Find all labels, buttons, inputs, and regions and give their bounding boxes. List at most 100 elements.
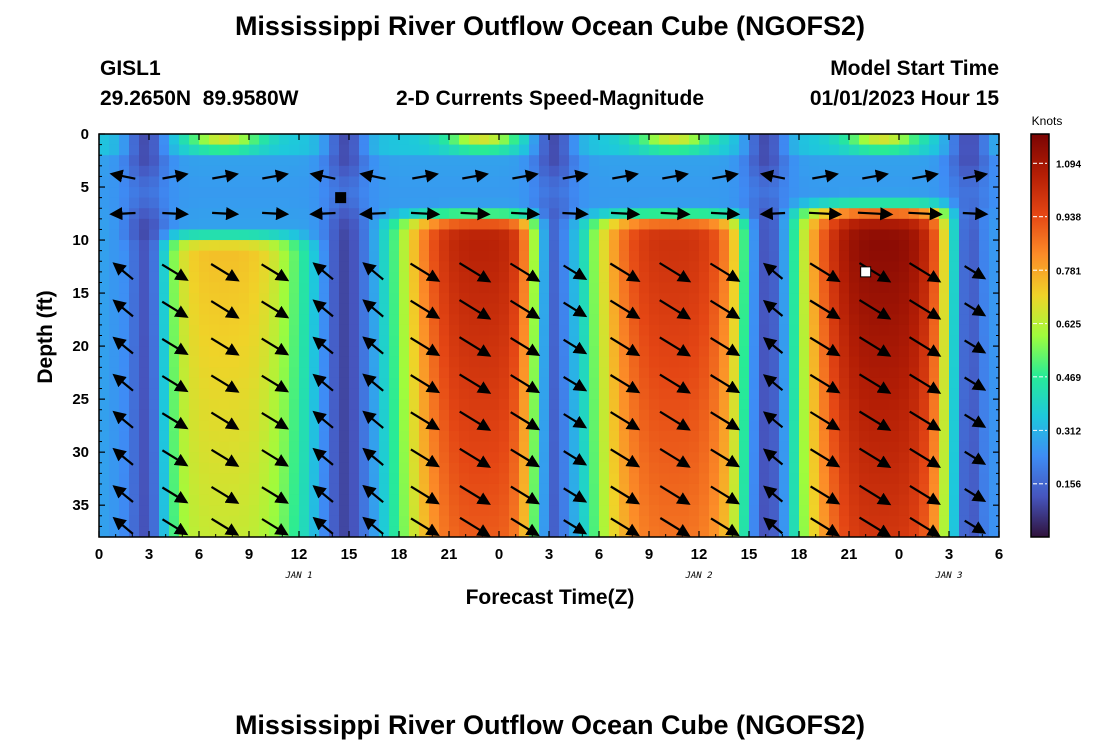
heatmap-cell xyxy=(619,409,630,421)
current-arrow xyxy=(161,300,189,318)
heatmap-cell xyxy=(409,377,420,390)
heatmap-cell xyxy=(659,197,670,209)
heatmap-cell xyxy=(799,483,810,496)
heatmap-cell xyxy=(899,346,910,358)
heatmap-cell xyxy=(719,526,730,537)
heatmap-cell xyxy=(889,187,900,199)
current-arrow xyxy=(362,262,384,281)
heatmap-cell xyxy=(389,367,400,379)
heatmap-cell xyxy=(799,494,810,506)
heatmap-cell xyxy=(959,473,970,485)
heatmap-cell xyxy=(339,176,350,188)
heatmap-cell xyxy=(609,218,620,231)
heatmap-cell xyxy=(629,462,640,474)
heatmap-cell xyxy=(399,515,410,527)
heatmap-cell xyxy=(899,441,910,453)
current-arrow xyxy=(609,299,641,320)
heatmap-cell xyxy=(479,473,490,485)
heatmap-cell xyxy=(249,303,260,315)
heatmap-cell xyxy=(429,261,440,273)
heatmap-cell xyxy=(539,441,550,453)
heatmap-cell xyxy=(819,324,830,337)
heatmap-cell xyxy=(579,324,590,337)
heatmap-cell xyxy=(719,293,730,305)
heatmap-cell xyxy=(699,494,710,506)
heatmap-cell xyxy=(769,144,780,156)
heatmap-cell xyxy=(579,229,590,241)
heatmap-cell xyxy=(849,134,860,146)
heatmap-cell xyxy=(789,187,800,199)
current-arrow xyxy=(762,337,784,354)
heatmap-cell xyxy=(669,324,680,337)
heatmap-cell xyxy=(399,473,410,485)
heatmap-cell xyxy=(629,144,640,156)
heatmap-cell xyxy=(159,165,170,178)
heatmap-cell xyxy=(459,250,470,262)
heatmap-cell xyxy=(259,240,270,252)
heatmap-cell xyxy=(319,218,330,231)
heatmap-cell xyxy=(599,452,610,464)
heatmap-cell xyxy=(809,399,820,411)
heatmap-cell xyxy=(609,282,620,294)
current-arrow xyxy=(410,374,441,394)
heatmap-cell xyxy=(249,473,260,485)
heatmap-cell xyxy=(539,430,550,443)
heatmap-cell xyxy=(719,505,730,517)
heatmap-cell xyxy=(339,282,350,294)
heatmap-cell xyxy=(469,335,480,347)
heatmap-cell xyxy=(479,176,490,188)
heatmap-cell xyxy=(649,261,660,273)
chart-title: Mississippi River Outflow Ocean Cube (NG… xyxy=(235,11,865,41)
heatmap-cell xyxy=(809,441,820,453)
heatmap-cell xyxy=(609,240,620,252)
heatmap-cell xyxy=(479,388,490,400)
heatmap-cell xyxy=(599,155,610,167)
heatmap-cell xyxy=(649,218,660,231)
heatmap-cell xyxy=(619,494,630,506)
heatmap-cell xyxy=(139,420,150,432)
heatmap-cell xyxy=(549,473,560,485)
heatmap-cell xyxy=(409,271,420,284)
heatmap-cell xyxy=(319,430,330,443)
heatmap-cell xyxy=(349,218,360,231)
heatmap-cell xyxy=(969,430,980,443)
heatmap-cell xyxy=(379,314,390,326)
heatmap-cell xyxy=(369,187,380,199)
heatmap-cell xyxy=(119,229,130,241)
heatmap-cell xyxy=(979,494,990,506)
heatmap-cell xyxy=(799,155,810,167)
heatmap-cell xyxy=(729,314,740,326)
heatmap-cell xyxy=(869,250,880,262)
heatmap-cell xyxy=(439,324,450,337)
heatmap-cell xyxy=(299,197,310,209)
heatmap-cell xyxy=(729,240,740,252)
heatmap-cell xyxy=(969,240,980,252)
heatmap-cell xyxy=(599,187,610,199)
heatmap-cell xyxy=(759,399,770,411)
heatmap-cell xyxy=(239,208,250,220)
heatmap-cell xyxy=(919,324,930,337)
heatmap-cell xyxy=(429,335,440,347)
heatmap-cell xyxy=(689,526,700,537)
heatmap-cell xyxy=(149,134,160,146)
heatmap-cell xyxy=(519,441,530,453)
heatmap-cell xyxy=(869,176,880,188)
heatmap-cell xyxy=(219,409,230,421)
heatmap-cell xyxy=(559,430,570,443)
heatmap-cell xyxy=(849,526,860,537)
heatmap-cell xyxy=(759,473,770,485)
heatmap-cell xyxy=(479,250,490,262)
heatmap-cell xyxy=(219,218,230,231)
heatmap-cell xyxy=(189,187,200,199)
heatmap-cell xyxy=(159,388,170,400)
heatmap-cell xyxy=(449,144,460,156)
heatmap-cell xyxy=(549,165,560,178)
heatmap-cell xyxy=(249,176,260,188)
heatmap-cell xyxy=(849,515,860,527)
heatmap-cell xyxy=(789,377,800,390)
heatmap-cell xyxy=(329,197,340,209)
current-arrow xyxy=(563,301,588,318)
heatmap-cell xyxy=(939,250,950,262)
heatmap-cell xyxy=(739,367,750,379)
heatmap-cell xyxy=(609,324,620,337)
